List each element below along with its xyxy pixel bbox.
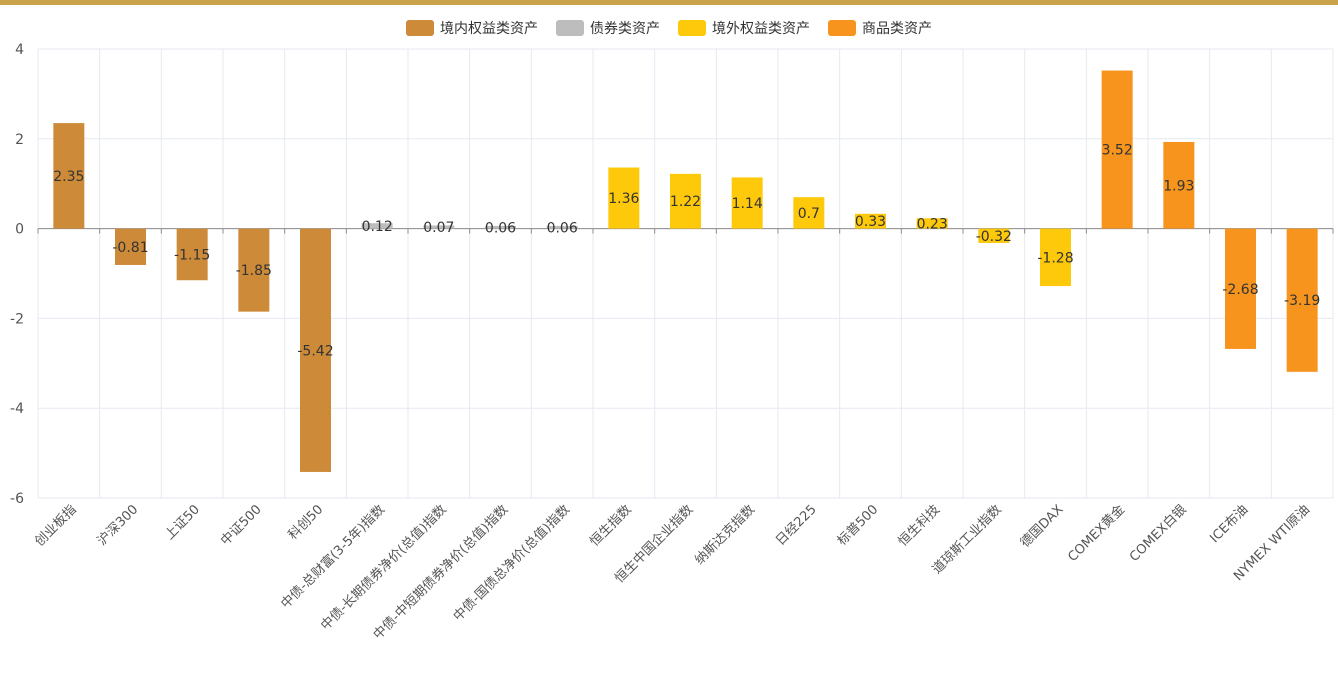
x-tick-label: 日经225 [773,502,820,549]
bar [1101,70,1133,229]
y-tick-label: -4 [10,401,24,417]
axis-layer [37,228,1334,234]
bar [608,167,640,229]
bar-value-label: -5.42 [297,343,333,359]
bar-value-label: 0.23 [917,216,948,232]
legend-swatch-domestic-equity [406,20,434,36]
top-accent-rule [0,0,1338,5]
legend-swatch-overseas-equity [678,20,706,36]
bar [53,123,85,229]
x-tick-label: 中债-国债总净价(总值)指数 [450,502,573,625]
x-tick-label: 德国DAX [1018,502,1067,551]
bar [546,225,578,229]
bar-value-label: 1.93 [1163,178,1194,194]
bar-value-label: 1.14 [732,196,763,212]
bar-value-label: -2.68 [1222,282,1258,298]
x-tick-label: COMEX白银 [1126,502,1189,565]
bar-layer [53,70,1318,472]
legend-item-domestic-equity[interactable]: 境内权益类资产 [406,18,538,38]
y-tick-label: -6 [10,491,24,507]
bar-value-label: -0.32 [976,229,1012,245]
x-tick-label: 恒生指数 [587,502,634,549]
bar [300,228,331,472]
bar-value-label: 0.33 [855,214,886,230]
label-layer: 2.35 -0.81 -1.15 -1.85 -5.42 0.12 0.07 0.06 0.06… [53,143,1320,360]
bar [1040,228,1071,287]
x-tick-label: 标普500 [835,502,882,549]
y-tick-label: 2 [15,132,24,148]
x-tick-label: 中证500 [218,502,265,549]
legend-swatch-bond [556,20,584,36]
x-tick-label: 恒生科技 [896,502,943,549]
bar [176,228,208,281]
bar [978,228,1010,243]
x-tick-label: 上证50 [162,502,203,543]
legend-label-bond: 债券类资产 [590,21,660,37]
bar [1225,228,1256,349]
legend-item-overseas-equity[interactable]: 境外权益类资产 [678,18,810,38]
bar-value-label: 1.36 [608,191,639,207]
bar [1286,228,1318,372]
bar [731,177,763,229]
legend-label-commodity: 商品类资产 [862,21,932,37]
x-tick-label: 沪深300 [94,502,141,549]
x-tick-label: COMEX黄金 [1065,502,1128,565]
y-tick-label: -2 [10,311,24,327]
bar [916,218,948,229]
bar-value-label: -0.81 [112,240,148,256]
bar-value-label: -3.19 [1284,293,1320,309]
x-tick-label: 中债-中短期债券净价(总值)指数 [370,502,511,643]
bar [1163,141,1195,229]
bar-value-label: 0.07 [423,220,454,236]
bar [670,173,701,229]
bar [793,197,825,229]
bar-value-label: -1.28 [1037,250,1073,266]
bar [423,225,455,229]
bar-value-label: 0.7 [798,206,820,222]
grid-layer [37,48,1334,499]
x-tick-label: 中债-总财富(3-5年)指数 [278,502,388,612]
bar-value-label: 0.06 [485,220,516,236]
bar [855,213,886,229]
y-tick-label: 4 [15,42,24,58]
bar-value-label: 2.35 [53,169,84,185]
bar [361,223,393,229]
legend-label-domestic-equity: 境内权益类资产 [440,21,538,37]
bar [115,228,146,265]
legend-swatch-commodity [828,20,856,36]
x-tick-label: 创业板指 [32,502,79,549]
x-tick-label: 纳斯达克指数 [692,502,758,568]
y-tick-label: 0 [15,222,24,238]
bar-value-label: 3.52 [1102,143,1133,159]
x-tick-label: ICE布油 [1207,502,1251,546]
legend-item-bond[interactable]: 债券类资产 [556,18,660,38]
legend-label-overseas-equity: 境外权益类资产 [712,21,810,37]
bar-value-label: 0.06 [547,220,578,236]
bar [485,225,516,229]
bar-value-label: -1.85 [236,263,272,279]
x-tick-label: 科创50 [286,502,327,543]
legend-item-commodity[interactable]: 商品类资产 [828,18,932,38]
chart-legend: 境内权益类资产 债券类资产 境外权益类资产 商品类资产 [0,18,1338,38]
x-tick-label: 中债-长期债券净价(总值)指数 [318,502,450,634]
bar-value-label: 1.22 [670,194,701,210]
bar [238,228,270,312]
bar-value-label: 0.12 [362,219,393,235]
bar-value-label: -1.15 [174,247,210,263]
